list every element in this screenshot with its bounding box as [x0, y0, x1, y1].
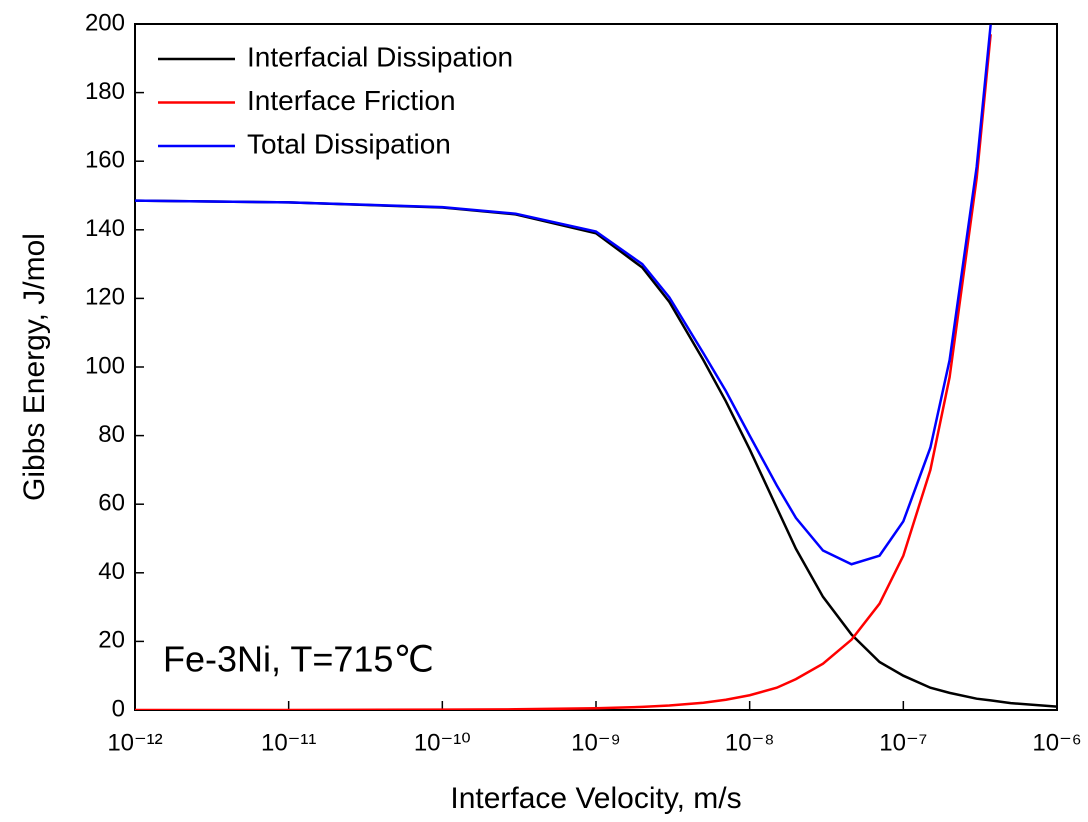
plot-area: [135, 24, 1057, 710]
y-axis-label: Gibbs Energy, J/mol: [18, 233, 51, 501]
y-tick-label: 120: [85, 284, 125, 311]
x-tick-label: 10⁻⁶: [1032, 729, 1081, 756]
plot-frame: [134, 23, 1058, 711]
x-axis-label: Interface Velocity, m/s: [450, 782, 741, 815]
y-tick-label: 160: [85, 147, 125, 174]
x-tick-label: 10⁻⁸: [725, 729, 775, 756]
y-tick-label: 200: [85, 9, 125, 36]
x-tick-label: 10⁻¹¹: [261, 729, 316, 756]
y-tick-label: 60: [98, 490, 125, 517]
legend-label: Total Dissipation: [247, 128, 451, 159]
y-tick-label: 180: [85, 78, 125, 105]
y-tick-label: 100: [85, 352, 125, 379]
series-line: [135, 24, 992, 566]
series-line: [135, 199, 1057, 708]
annotation: Fe-3Ni, T=715℃: [163, 639, 434, 680]
legend-label: Interfacial Dissipation: [247, 41, 513, 72]
y-tick-label: 80: [98, 421, 125, 448]
y-tick-label: 140: [85, 215, 125, 242]
y-tick-label: 40: [98, 558, 125, 585]
x-tick-label: 10⁻⁹: [571, 729, 621, 756]
x-tick-label: 10⁻¹²: [107, 729, 162, 756]
y-tick-label: 0: [112, 695, 125, 722]
x-tick-label: 10⁻¹⁰: [414, 729, 471, 756]
x-tick-label: 10⁻⁷: [879, 729, 927, 756]
y-tick-label: 20: [98, 627, 125, 654]
legend-label: Interface Friction: [247, 85, 456, 116]
series-line: [135, 34, 992, 710]
